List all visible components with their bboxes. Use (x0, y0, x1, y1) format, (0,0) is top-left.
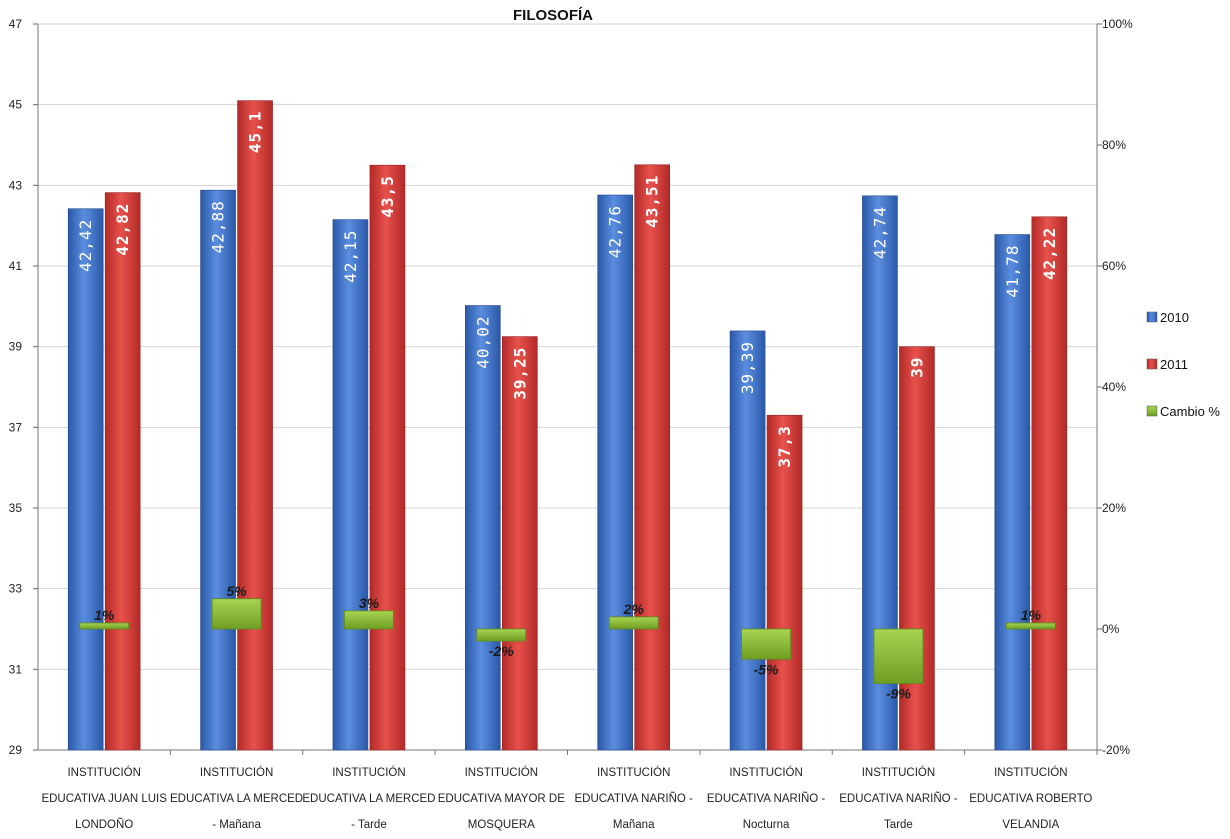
legend-swatch-2 (1146, 358, 1158, 370)
data-label-2011: 42,82 (113, 203, 132, 256)
x-tick-label: INSTITUCIÓN EDUCATIVA JUAN LUIS LONDOÑO (41, 766, 167, 831)
y-left-tick-label: 43 (9, 178, 23, 192)
y-left-tick-label: 31 (9, 662, 23, 676)
data-label-2011: 39 (907, 357, 926, 378)
data-label-cambio: 5% (226, 583, 247, 599)
y-left-tick-label: 45 (9, 98, 23, 112)
data-label-2011: 42,22 (1040, 227, 1059, 280)
data-label-cambio: 3% (359, 595, 380, 611)
bar-cambio-8 (1005, 622, 1056, 630)
legend-label: Cambio % (1160, 404, 1220, 419)
x-tick-label: INSTITUCIÓN EDUCATIVA NARIÑO -Nocturna (707, 766, 826, 831)
legend-label: 2010 (1160, 310, 1189, 325)
y-left-tick-label: 29 (9, 743, 23, 757)
legend-swatch-1 (1146, 311, 1158, 323)
bar-2011-6 (766, 414, 803, 751)
y-right-tick-label: 40% (1102, 380, 1126, 394)
y-left-tick-label: 33 (9, 582, 23, 596)
y-left-tick-label: 41 (9, 259, 23, 273)
x-tick-label: INSTITUCIÓN EDUCATIVA LA MERCED - Tarde (302, 766, 435, 831)
bar-2010-6 (729, 330, 766, 751)
bar-cambio-6 (741, 628, 791, 660)
y-right-tick-label: 20% (1102, 501, 1126, 515)
data-label-2011: 43,5 (378, 175, 397, 218)
legend-label: 2011 (1160, 357, 1188, 372)
x-tick-label: INSTITUCIÓN EDUCATIVA MAYOR DE MOSQUERA (438, 766, 565, 831)
x-tick-label: INSTITUCIÓN EDUCATIVA NARIÑO -Tarde (839, 766, 958, 831)
y-right-tick-label: -20% (1102, 743, 1130, 757)
y-right-tick-label: 0% (1102, 622, 1120, 636)
bar-2010-1 (67, 208, 104, 751)
legend: 2010 2011 Cambio % (1146, 310, 1220, 419)
y-right-tick-label: 80% (1102, 138, 1126, 152)
bar-cambio-4 (476, 628, 527, 642)
data-label-2010: 42,42 (76, 219, 95, 272)
x-tick-label: INSTITUCIÓN EDUCATIVA ROBERTO VELANDIA (969, 766, 1092, 831)
bar-2011-5 (634, 164, 670, 751)
data-label-2010: 40,02 (473, 316, 492, 369)
bar-2010-8 (994, 234, 1031, 751)
data-label-2010: 42,15 (341, 230, 360, 283)
y-left-tick-label: 47 (9, 17, 23, 31)
x-tick-label: INSTITUCIÓN EDUCATIVA NARIÑO -Mañana (574, 766, 693, 831)
bar-2010-4 (465, 305, 501, 751)
bar-cambio-1 (79, 622, 130, 630)
y-left-tick-label: 35 (9, 501, 23, 515)
data-label-cambio: -5% (754, 661, 779, 677)
y-right-tick-label: 60% (1102, 259, 1126, 273)
data-label-2011: 43,51 (643, 175, 662, 228)
chart-title: FILOSOFÍA (513, 7, 593, 24)
bar-2011-8 (1031, 216, 1068, 751)
data-label-2010: 39,39 (738, 341, 757, 394)
data-label-2011: 37,3 (775, 425, 794, 468)
y-left-tick-label: 39 (9, 340, 23, 354)
bar-cambio-7 (873, 628, 924, 684)
y-left-tick-label: 37 (9, 420, 23, 434)
data-label-2010: 41,78 (1003, 245, 1022, 298)
data-label-2011: 45,1 (246, 111, 265, 154)
data-label-2010: 42,74 (870, 206, 889, 259)
legend-swatch-3 (1146, 405, 1158, 417)
bar-2010-2 (200, 189, 236, 751)
bar-2011-2 (237, 100, 273, 751)
data-label-cambio: 2% (623, 601, 645, 617)
x-tick-label: INSTITUCIÓN EDUCATIVA LA MERCED - Mañana (170, 766, 303, 831)
y-right-tick-label: 100% (1102, 17, 1133, 31)
data-label-2010: 42,88 (209, 200, 228, 253)
bar-cambio-2 (211, 598, 262, 630)
data-label-cambio: 1% (94, 607, 115, 623)
bar-cambio-3 (344, 610, 394, 630)
bar-2011-1 (104, 192, 141, 751)
data-label-2011: 39,25 (510, 347, 529, 400)
data-label-cambio: -9% (886, 685, 911, 701)
data-label-cambio: 1% (1021, 607, 1042, 623)
data-label-2010: 42,76 (606, 205, 625, 258)
bar-cambio-5 (608, 616, 659, 630)
bar-2010-3 (332, 219, 369, 751)
data-label-cambio: -2% (489, 643, 514, 659)
bar-2010-5 (597, 194, 633, 751)
bar-2011-3 (369, 164, 406, 751)
bar-2011-4 (502, 336, 538, 751)
